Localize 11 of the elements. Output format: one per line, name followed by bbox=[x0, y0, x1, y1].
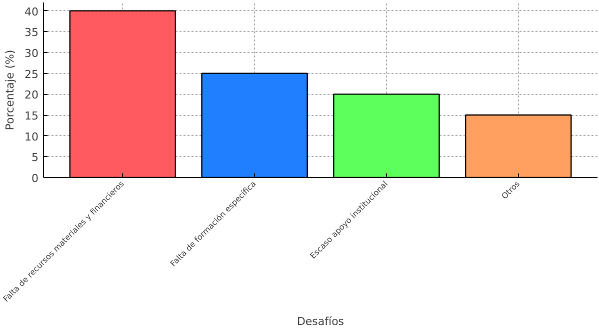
y-tick-label: 10 bbox=[24, 130, 39, 144]
y-tick-label: 25 bbox=[24, 68, 39, 81]
y-tick-label: 0 bbox=[32, 172, 38, 185]
x-axis-title: Desafíos bbox=[296, 314, 344, 328]
y-tick-label: 30 bbox=[24, 47, 39, 60]
y-tick-label: 20 bbox=[24, 88, 39, 102]
y-tick-label: 5 bbox=[32, 151, 38, 164]
y-tick-label: 15 bbox=[24, 110, 39, 122]
y-tick-label: 40 bbox=[24, 5, 39, 18]
y-axis-title: Porcentaje (%) bbox=[4, 50, 17, 130]
y-tick-label: 35 bbox=[24, 26, 39, 40]
